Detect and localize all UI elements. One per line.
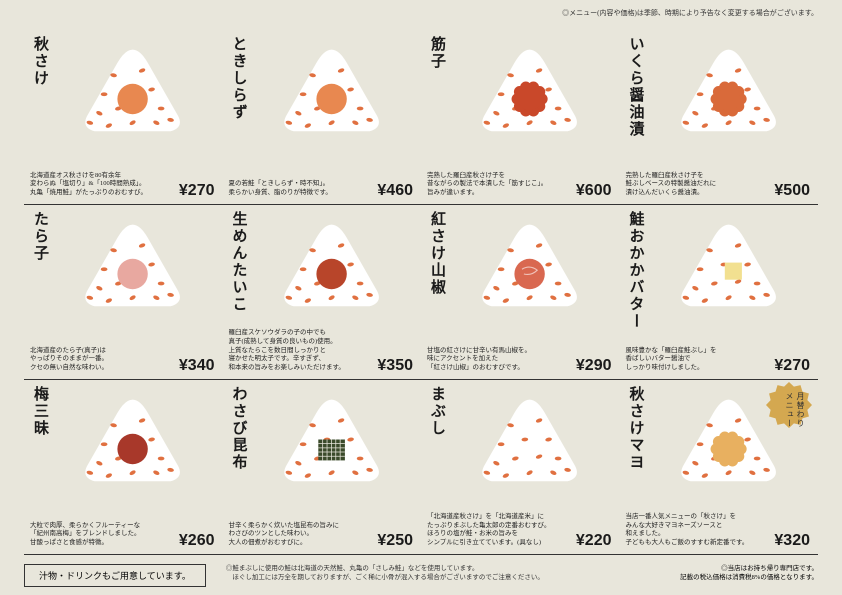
item-description: 甘辛く柔らかく炊いた塩昆布の旨みに わさびのツンとした味わい。 大人の佃煮がおむ…	[229, 522, 366, 548]
menu-item: 秋さけ 北海道産オス秋さけを80有余年 変わらぬ「塩切り」&「100時間熟成」。…	[24, 30, 223, 205]
item-description: 羅臼産スケソウダラの子の中でも 真子(成熟して身質の良いもの)使用。 上質なたら…	[229, 329, 366, 373]
item-title: 梅三昧	[30, 386, 51, 437]
item-title: 筋子	[427, 36, 448, 70]
item-description: 大粒で肉厚、柔らかくフルーティーな 「紀州南高梅」をブレンドしました。 甘酸っぱ…	[30, 522, 167, 548]
item-price: ¥600	[576, 182, 612, 200]
item-price: ¥320	[774, 532, 810, 550]
item-price: ¥340	[179, 357, 215, 375]
item-description: 完熟した羅臼産秋さけ子を 昔ながらの製法で本漬した「筋すじこ」。 旨みが違います…	[427, 172, 564, 198]
item-description: 甘塩の紅さけに甘辛い有馬山椒を。 味にアクセントを加えた 「紅さけ山椒」のおむす…	[427, 347, 564, 373]
item-title: まぶし	[427, 386, 448, 437]
item-title: ときしらず	[229, 36, 250, 121]
onigiri-icon	[73, 42, 193, 137]
onigiri-icon	[668, 217, 788, 312]
menu-item: ときしらず 夏の若鮭「ときしらず・時不知」。 柔らかい身質、脂のりが特徴です。 …	[223, 30, 422, 205]
item-title: いくら醤油漬	[626, 36, 647, 138]
item-price: ¥460	[377, 182, 413, 200]
menu-grid: 秋さけ 北海道産オス秋さけを80有余年 変わらぬ「塩切り」&「100時間熟成」。…	[24, 30, 818, 555]
item-price: ¥220	[576, 532, 612, 550]
onigiri-icon	[271, 217, 391, 312]
item-title: 紅さけ山椒	[427, 211, 448, 296]
item-title: 鮭おかかバター	[626, 211, 647, 330]
item-price: ¥290	[576, 357, 612, 375]
onigiri-icon	[470, 42, 590, 137]
badge-text: 月替わり メニュー	[784, 392, 806, 428]
monthly-badge: 月替わり メニュー	[766, 382, 812, 428]
onigiri-icon	[73, 392, 193, 487]
menu-item: 紅さけ山椒 甘塩の紅さけに甘辛い有馬山椒を。 味にアクセントを加えた 「紅さけ山…	[421, 205, 620, 380]
item-price: ¥350	[377, 357, 413, 375]
item-title: わさび昆布	[229, 386, 250, 471]
item-description: 北海道産オス秋さけを80有余年 変わらぬ「塩切り」&「100時間熟成」。 丸亀「…	[30, 172, 167, 198]
menu-item: まぶし 「北海道産秋さけ」を「北海道産米」に たっぷりまぶした亀太郎の定番おむす…	[421, 380, 620, 555]
menu-item: 筋子 完熟した羅臼産秋さけ子を 昔ながらの製法で本漬した「筋すじこ」。 旨みが違…	[421, 30, 620, 205]
menu-item: 秋さけマヨ 月替わり メニュー 当店一番人気メニューの「秋さけ」を みんな大好き…	[620, 380, 819, 555]
onigiri-icon	[73, 217, 193, 312]
menu-item: いくら醤油漬 完熟した羅臼産秋さけ子を 鮭ぶしベースの特製醤油だれに 漬け込んだ…	[620, 30, 819, 205]
item-price: ¥270	[774, 357, 810, 375]
top-disclaimer: ◎メニュー(内容や価格)は季節、時期により予告なく変更する場合がございます。	[562, 8, 818, 18]
onigiri-icon	[470, 392, 590, 487]
footer-note-right: ◎当店はお持ち帰り専門店です。 記載の税込価格は消費税8%の価格となります。	[674, 564, 818, 582]
item-description: 完熟した羅臼産秋さけ子を 鮭ぶしベースの特製醤油だれに 漬け込んだいくら醤油漬。	[626, 172, 763, 198]
footer-box: 汁物・ドリンクもご用意しています。	[24, 564, 206, 587]
item-price: ¥270	[179, 182, 215, 200]
menu-item: 梅三昧 大粒で肉厚、柔らかくフルーティーな 「紀州南高梅」をブレンドしました。 …	[24, 380, 223, 555]
item-price: ¥260	[179, 532, 215, 550]
item-title: 生めんたいこ	[229, 211, 250, 313]
item-price: ¥250	[377, 532, 413, 550]
item-title: 秋さけマヨ	[626, 386, 647, 471]
footer: 汁物・ドリンクもご用意しています。 ◎鮭まぶしに使用の鮭は北海道の天然鮭、丸亀の…	[24, 564, 818, 587]
menu-item: たら子 北海道産のたら子(真子)は やっぱりそのままが一番。 クセの無い自然な味…	[24, 205, 223, 380]
item-price: ¥500	[774, 182, 810, 200]
onigiri-icon	[470, 217, 590, 312]
menu-item: 鮭おかかバター 風味豊かな「羅臼産鮭ぶし」を 香ばしいバター醤油で しっかり味付…	[620, 205, 819, 380]
item-title: 秋さけ	[30, 36, 51, 87]
item-description: 北海道産のたら子(真子)は やっぱりそのままが一番。 クセの無い自然な味わい。	[30, 347, 167, 373]
item-description: 「北海道産秋さけ」を「北海道産米」に たっぷりまぶした亀太郎の定番おむすび。 ほ…	[427, 513, 564, 548]
onigiri-icon	[271, 42, 391, 137]
footer-note-left: ◎鮭まぶしに使用の鮭は北海道の天然鮭、丸亀の「さしみ鮭」などを使用しています。 …	[226, 564, 544, 582]
onigiri-icon	[668, 42, 788, 137]
menu-item: 生めんたいこ 羅臼産スケソウダラの子の中でも 真子(成熟して身質の良いもの)使用…	[223, 205, 422, 380]
menu-item: わさび昆布 甘辛く柔らかく炊いた塩昆布の旨みに わさびのツンとした味わい。 大人…	[223, 380, 422, 555]
item-description: 風味豊かな「羅臼産鮭ぶし」を 香ばしいバター醤油で しっかり味付けしました。	[626, 347, 763, 373]
onigiri-icon	[271, 392, 391, 487]
item-title: たら子	[30, 211, 51, 262]
item-description: 夏の若鮭「ときしらず・時不知」。 柔らかい身質、脂のりが特徴です。	[229, 180, 366, 198]
item-description: 当店一番人気メニューの「秋さけ」を みんな大好きマヨネーズソースと 和えました。…	[626, 513, 763, 548]
